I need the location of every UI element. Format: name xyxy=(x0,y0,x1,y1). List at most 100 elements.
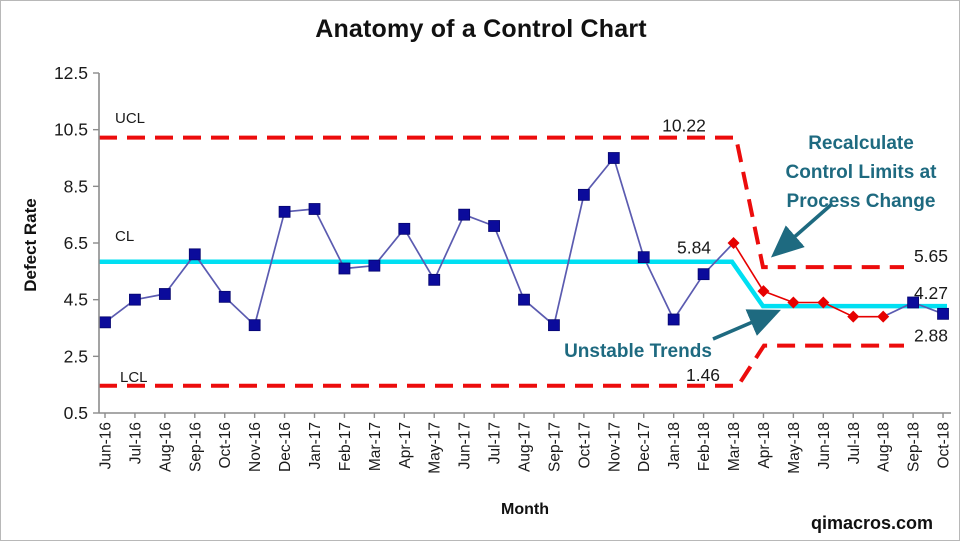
data-line-segment xyxy=(373,228,405,267)
x-tick-label: Mar-18 xyxy=(726,422,743,471)
data-line-segment xyxy=(164,253,196,295)
x-tick-label: Apr-18 xyxy=(756,422,773,469)
data-line-segment xyxy=(493,225,525,300)
x-tick-label: Nov-16 xyxy=(247,422,264,472)
x-tick-label: Sep-17 xyxy=(546,422,563,472)
data-point-Jan-18 xyxy=(667,313,680,326)
y-tick-label: 6.5 xyxy=(64,233,88,253)
annotation-unstable-trends: Unstable Trends xyxy=(564,341,712,362)
data-point-unstable-Jul-18 xyxy=(847,310,860,323)
data-point-unstable-Mar-18 xyxy=(727,237,740,250)
y-tick-label: 12.5 xyxy=(54,63,88,83)
x-tick-label: May-18 xyxy=(786,422,803,474)
data-point-unstable-May-18 xyxy=(787,296,800,309)
data-point-Aug-17 xyxy=(518,293,530,306)
x-tick-label: Nov-17 xyxy=(606,422,623,472)
data-point-Oct-17 xyxy=(577,188,590,201)
recalculate-arrow xyxy=(770,202,834,258)
y-tick-label: 4.5 xyxy=(64,290,88,310)
data-point-unstable-Jun-18 xyxy=(817,296,830,309)
unstable-trends-arrow xyxy=(712,309,781,341)
cl-name-label: CL xyxy=(115,228,134,245)
annotation-line: Process Change xyxy=(786,191,936,212)
data-line-segment xyxy=(313,208,346,269)
x-tick-label: Sep-18 xyxy=(906,422,923,472)
x-tick-label: Jun-18 xyxy=(816,422,833,469)
x-tick-label: Aug-18 xyxy=(876,422,893,472)
data-point-Sep-18 xyxy=(907,296,920,309)
y-tick-label: 8.5 xyxy=(64,176,88,196)
x-tick-label: Feb-17 xyxy=(337,422,354,471)
data-point-unstable-Aug-18 xyxy=(877,310,890,323)
data-line-segment xyxy=(732,242,765,292)
data-line-segment xyxy=(763,290,794,304)
data-point-Mar-17 xyxy=(368,259,381,272)
data-line-segment xyxy=(642,256,675,320)
data-point-Aug-16 xyxy=(158,288,171,300)
data-point-Nov-17 xyxy=(607,152,620,164)
data-point-Jun-16 xyxy=(99,316,111,329)
data-point-Nov-16 xyxy=(248,319,261,332)
x-axis-title: Month xyxy=(501,501,549,518)
data-point-Oct-16 xyxy=(218,290,231,303)
data-line-segment xyxy=(612,157,645,258)
data-point-Sep-16 xyxy=(188,248,201,261)
data-point-Dec-17 xyxy=(637,251,650,264)
lcl-value-label: 1.46 xyxy=(686,365,720,385)
data-line-segment xyxy=(583,157,615,196)
center-line xyxy=(99,259,947,309)
lcl-name-label: LCL xyxy=(120,369,148,386)
data-line-segment xyxy=(822,301,854,318)
x-tick-label: Jul-18 xyxy=(846,422,863,464)
x-tick-label: Jul-17 xyxy=(487,422,504,464)
x-tick-label: Dec-16 xyxy=(277,422,294,472)
annotation-line: Control Limits at xyxy=(785,162,937,183)
x-tick-label: Apr-17 xyxy=(397,422,414,469)
annotation-recalculate-limits: Recalculate Control Limits at Process Ch… xyxy=(751,129,959,216)
data-point-Jan-17 xyxy=(308,203,321,215)
data-point-Dec-16 xyxy=(278,205,291,218)
watermark-qimacros: qimacros.com xyxy=(810,513,933,533)
data-point-Jul-17 xyxy=(488,220,500,232)
x-tick-label: Dec-17 xyxy=(636,422,653,472)
annotation-line: Recalculate xyxy=(808,133,914,154)
x-tick-label: May-17 xyxy=(427,422,444,474)
data-line-segment xyxy=(403,228,435,281)
x-tick-label: Jan-17 xyxy=(307,422,324,469)
data-point-Feb-17 xyxy=(338,262,351,275)
data-point-Feb-18 xyxy=(697,268,710,281)
data-line-segment xyxy=(553,194,585,326)
y-tick-label: 2.5 xyxy=(64,346,88,366)
x-tick-label: Jan-18 xyxy=(666,422,683,469)
new-ucl-value-label: 5.65 xyxy=(914,246,948,266)
x-tick-label: Jun-16 xyxy=(98,422,115,469)
x-tick-label: Jul-16 xyxy=(127,422,144,464)
x-tick-label: Feb-18 xyxy=(696,422,713,471)
data-point-unstable-Apr-18 xyxy=(757,285,770,298)
data-point-May-17 xyxy=(428,273,441,286)
x-tick-label: Jun-17 xyxy=(457,422,474,469)
ucl-value-label: 10.22 xyxy=(662,116,706,136)
x-tick-label: Oct-16 xyxy=(217,422,234,469)
ucl-name-label: UCL xyxy=(115,110,145,127)
x-tick-label: Oct-18 xyxy=(936,422,953,469)
data-line-segment xyxy=(433,214,465,281)
lcl-line xyxy=(99,343,904,388)
new-lcl-value-label: 2.88 xyxy=(914,326,948,346)
y-tick-label: 0.5 xyxy=(64,403,88,423)
data-point-Apr-17 xyxy=(398,222,411,235)
x-tick-label: Aug-16 xyxy=(157,422,174,472)
x-tick-label: Sep-16 xyxy=(187,422,204,472)
data-point-Jul-16 xyxy=(129,293,141,306)
data-line-segment xyxy=(672,273,705,320)
data-point-Oct-18 xyxy=(937,307,949,320)
data-point-Sep-17 xyxy=(548,319,560,332)
new-cl-value-label: 4.27 xyxy=(914,283,948,303)
y-tick-label: 10.5 xyxy=(54,120,88,140)
chart-title: Anatomy of a Control Chart xyxy=(315,15,647,43)
data-point-Jun-17 xyxy=(458,208,471,221)
cl-value-label: 5.84 xyxy=(677,238,711,258)
data-line-segment xyxy=(194,253,226,298)
x-tick-label: Aug-17 xyxy=(517,422,534,472)
